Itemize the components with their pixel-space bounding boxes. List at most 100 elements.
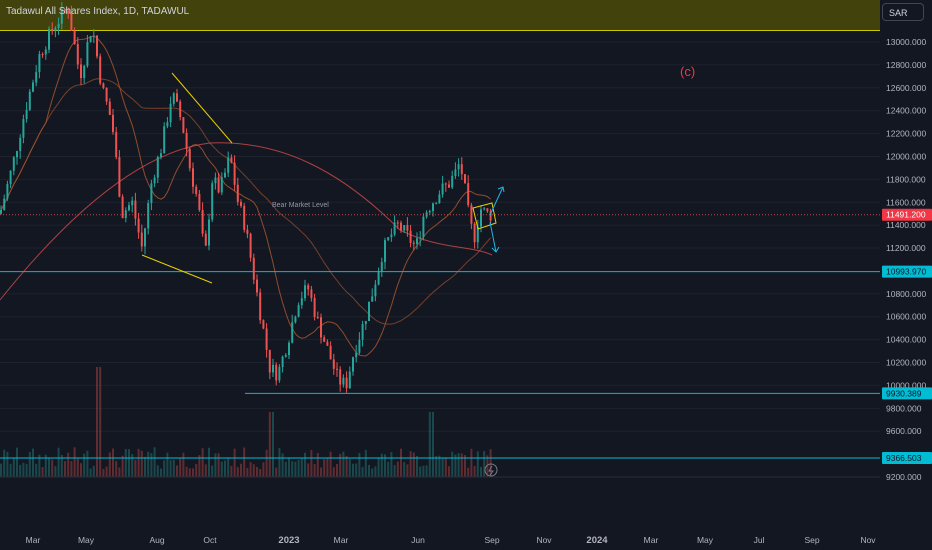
- candle-body: [163, 126, 166, 154]
- candle-body: [307, 285, 310, 290]
- candle-body: [457, 164, 460, 170]
- volume-bar: [99, 367, 102, 477]
- price-tick-label: 9600.000: [886, 426, 922, 436]
- candle-body: [22, 119, 25, 138]
- volume-bar: [12, 458, 15, 477]
- candle-body: [118, 157, 121, 197]
- candle-body: [214, 177, 217, 184]
- price-tag-bg: [882, 387, 932, 400]
- price-tick-label: 9800.000: [886, 403, 922, 413]
- candle-body: [390, 234, 393, 238]
- volume-bar: [224, 460, 226, 477]
- volume-bar: [460, 453, 463, 477]
- volume-bar: [233, 448, 236, 477]
- candle-body: [44, 49, 47, 55]
- candle-body: [105, 87, 108, 102]
- volume-bar: [44, 454, 47, 477]
- candle-body: [256, 279, 258, 293]
- candle-body: [131, 200, 134, 206]
- volume-bar: [403, 462, 406, 477]
- candle-body: [403, 225, 406, 231]
- time-tick-label: Aug: [149, 535, 164, 545]
- candle-body: [198, 193, 201, 210]
- volume-bar: [54, 466, 57, 477]
- volume-bar: [230, 465, 233, 477]
- time-tick-label: Mar: [26, 535, 41, 545]
- candle-body: [188, 149, 191, 169]
- volume-bar: [294, 461, 297, 477]
- candle-body: [476, 226, 479, 243]
- candle-body: [67, 10, 70, 14]
- grid: [0, 41, 880, 478]
- price-tick-label: 11400.000: [886, 220, 926, 230]
- candle-body: [121, 196, 124, 219]
- volume-bar: [102, 468, 105, 477]
- candle-body: [393, 222, 396, 235]
- trendline-upper: [171, 72, 233, 144]
- volume-bar: [3, 449, 6, 477]
- volume-bar: [489, 449, 492, 477]
- replay-icon[interactable]: [484, 463, 498, 477]
- candle-body: [3, 198, 6, 211]
- flag-pattern: [472, 202, 497, 230]
- candle-body: [291, 322, 294, 343]
- price-tick-label: 13000.000: [886, 37, 926, 47]
- volume-bar: [297, 459, 300, 477]
- candle-body: [473, 223, 476, 243]
- volume-bar: [368, 464, 370, 477]
- candle-body: [358, 339, 361, 353]
- candle-body: [259, 292, 262, 321]
- candles: [0, 2, 492, 393]
- currency-button[interactable]: SAR: [882, 3, 924, 21]
- volume-bar: [160, 468, 162, 477]
- lightning-icon: [488, 465, 494, 476]
- price-tick-label: 11800.000: [886, 174, 926, 184]
- trendline-lower: [141, 254, 213, 284]
- candle-body: [172, 93, 175, 104]
- candle-body: [361, 323, 364, 340]
- volume-bar: [364, 449, 367, 477]
- candle-body: [112, 114, 114, 133]
- volume-bar: [51, 459, 54, 477]
- volume-bar: [380, 453, 383, 477]
- volume-bar: [163, 460, 166, 477]
- resistance-zone: [0, 0, 880, 31]
- volume-bar: [272, 412, 274, 477]
- volume-bar: [16, 447, 18, 477]
- candle-body: [412, 242, 415, 244]
- candle-body: [432, 203, 434, 212]
- candle-body: [419, 237, 422, 239]
- volume-bars: [0, 367, 492, 477]
- candle-body: [38, 54, 41, 73]
- candle-body: [454, 169, 457, 177]
- candle-body: [217, 177, 220, 193]
- candle-body: [0, 210, 2, 214]
- candle-body: [294, 316, 297, 323]
- candle-body: [169, 103, 172, 123]
- volume-bar: [284, 461, 287, 477]
- candle-body: [192, 168, 194, 187]
- volume-bar: [454, 454, 457, 477]
- price-tick-label: 10600.000: [886, 312, 926, 322]
- volume-bar: [246, 467, 249, 477]
- candle-body: [76, 44, 79, 65]
- candle-body: [195, 186, 198, 194]
- candle-body: [115, 132, 118, 158]
- volume-bar: [236, 467, 239, 477]
- volume-bar: [67, 452, 70, 477]
- time-tick-label: Oct: [203, 535, 217, 545]
- candle-body: [25, 109, 28, 120]
- time-tick-label: Jun: [411, 535, 425, 545]
- volume-bar: [22, 462, 25, 477]
- candle-body: [92, 35, 95, 37]
- candle-body: [288, 342, 290, 355]
- volume-bar: [166, 452, 169, 477]
- candle-body: [102, 83, 105, 88]
- volume-bar: [48, 458, 50, 477]
- volume-bar: [416, 455, 418, 477]
- volume-bar: [153, 447, 156, 477]
- candle-body: [224, 172, 226, 178]
- candle-body: [134, 200, 137, 219]
- candle-body: [35, 72, 38, 83]
